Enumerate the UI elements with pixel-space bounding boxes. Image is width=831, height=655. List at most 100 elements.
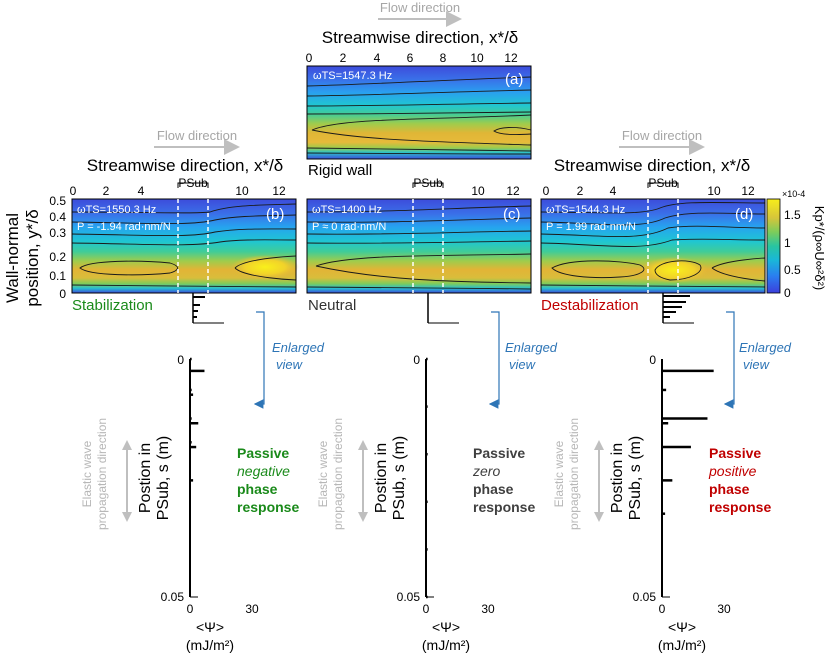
x-tick: 4 bbox=[374, 51, 381, 65]
omega-label-a: ωTS=1547.3 Hz bbox=[313, 70, 392, 82]
streamwise-axis-title-d: Streamwise direction, x*/δ bbox=[554, 156, 751, 175]
panel-b: 0 2 4 10 12 PSub ωTS=1550.3 Hz P = -1.94… bbox=[70, 176, 299, 324]
rigid-wall-caption: Rigid wall bbox=[308, 162, 372, 179]
mini-bars-c bbox=[427, 293, 459, 324]
y-tick-top: 0 bbox=[413, 353, 420, 367]
contour-lines-b bbox=[71, 203, 297, 288]
y-tick: 0.1 bbox=[49, 269, 66, 283]
colorbar: ×10-4 1.5 1 0.5 0 Kp*/(ρ∞U∞²δ²) bbox=[766, 189, 827, 300]
x-tick: 12 bbox=[272, 184, 286, 198]
panel-c: 10 12 PSub ωTS=1400 Hz P ≈ 0 rad·nm/N (c… bbox=[306, 176, 532, 324]
phase-response-label: Passive positive phase response bbox=[708, 445, 771, 515]
omega-label-d: ωTS=1544.3 Hz bbox=[546, 204, 625, 216]
streamwise-axis-title-b: Streamwise direction, x*/δ bbox=[87, 156, 284, 175]
stabilization-caption: Stabilization bbox=[72, 297, 153, 314]
elastic-wave-label: Elastic wave propagation direction bbox=[80, 418, 132, 530]
panel-letter-c: (c) bbox=[503, 206, 521, 223]
x-tick: 30 bbox=[481, 602, 495, 616]
x-tick: 6 bbox=[407, 51, 414, 65]
y-tick: 0 bbox=[59, 287, 66, 301]
x-axis-unit: (mJ/m²) bbox=[186, 637, 234, 653]
response-line4: response bbox=[709, 499, 771, 515]
response-line2: zero bbox=[472, 463, 500, 479]
colorbar-gradient bbox=[766, 198, 781, 294]
x-tick: 12 bbox=[741, 184, 755, 198]
x-axis-unit: (mJ/m²) bbox=[422, 637, 470, 653]
psub-position-label: Postion in PSub, s (m) bbox=[373, 436, 408, 520]
y-tick-bottom: 0.05 bbox=[397, 590, 421, 604]
x-tick: 0 bbox=[70, 184, 77, 198]
x-tick: 10 bbox=[471, 184, 485, 198]
colorbar-tick: 1 bbox=[784, 236, 791, 250]
x-tick: 0 bbox=[659, 602, 666, 616]
y-tick-top: 0 bbox=[177, 353, 184, 367]
x-ticks-a: 0 2 4 6 8 10 12 bbox=[306, 51, 518, 65]
response-line2: negative bbox=[237, 463, 290, 479]
bottom-charts: 00.050 30<Ψ>(mJ/m²)00.050 30<Ψ>(mJ/m²)00.0… bbox=[161, 353, 731, 653]
wall-normal-title-line1: Wall-normal bbox=[3, 213, 22, 303]
panel-d: 0 2 4 10 12 PSub ωTS=1544.3 Hz P = 1.99 … bbox=[540, 176, 766, 324]
x-tick: 8 bbox=[440, 51, 447, 65]
elastic-wave-line2: propagation direction bbox=[331, 418, 345, 530]
psub-label: PSub bbox=[178, 176, 208, 190]
response-line1: Passive bbox=[473, 445, 525, 461]
psub-position-line2: PSub, s (m) bbox=[391, 436, 408, 520]
x-tick: 10 bbox=[235, 184, 249, 198]
x-ticks-d: 0 2 4 10 12 bbox=[543, 184, 755, 198]
contour-lines-a bbox=[306, 76, 532, 155]
response-line3: phase bbox=[473, 481, 514, 497]
omega-label-c: ωTS=1400 Hz bbox=[312, 204, 382, 216]
elastic-wave-label: Elastic wave propagation direction bbox=[316, 418, 368, 530]
psub-position-label: Postion in PSub, s (m) bbox=[137, 436, 172, 520]
enlarged-label-1: Enlarged bbox=[739, 340, 792, 355]
y-tick: 0.2 bbox=[49, 250, 66, 264]
response-line4: response bbox=[237, 499, 299, 515]
y-tick-bottom: 0.05 bbox=[161, 590, 185, 604]
enlarged-label-1: Enlarged bbox=[505, 340, 558, 355]
contour-lines-d bbox=[540, 202, 766, 288]
panel-a: Flow direction Streamwise direction, x*/… bbox=[306, 0, 532, 179]
x-tick: 0 bbox=[543, 184, 550, 198]
x-tick: 12 bbox=[504, 51, 518, 65]
panel-letter-a: (a) bbox=[505, 71, 523, 88]
response-line3: phase bbox=[237, 481, 278, 497]
phase-response-chart: 00.050 30<Ψ>(mJ/m²) bbox=[633, 353, 731, 653]
colorbar-tick: 1.5 bbox=[784, 208, 801, 222]
psub-position-line2: PSub, s (m) bbox=[627, 436, 644, 520]
arrow-down-icon bbox=[358, 512, 368, 522]
phase-label-c: P ≈ 0 rad·nm/N bbox=[312, 221, 386, 233]
y-tick-bottom: 0.05 bbox=[633, 590, 657, 604]
streamwise-axis-title: Streamwise direction, x*/δ bbox=[322, 28, 519, 47]
phase-response-label: Passive negative phase response bbox=[237, 445, 299, 515]
x-axis-title: <Ψ> bbox=[432, 619, 460, 635]
psub-position-label: Postion in PSub, s (m) bbox=[609, 436, 644, 520]
psub-position-line1: Postion in bbox=[609, 443, 626, 513]
wall-normal-axis-title: Wall-normal position, y*/δ bbox=[3, 209, 42, 306]
x-tick: 10 bbox=[707, 184, 721, 198]
phase-label-b: P = -1.94 rad·nm/N bbox=[77, 221, 171, 233]
x-tick: 4 bbox=[138, 184, 145, 198]
x-tick: 0 bbox=[306, 51, 313, 65]
neutral-caption: Neutral bbox=[308, 297, 356, 314]
colorbar-exponent: ×10-4 bbox=[782, 189, 805, 199]
elastic-wave-label: Elastic wave propagation direction bbox=[552, 418, 604, 530]
psub-position-line1: Postion in bbox=[373, 443, 390, 513]
y-tick: 0.3 bbox=[49, 226, 66, 240]
y-tick: 0.4 bbox=[49, 210, 66, 224]
elastic-wave-line2: propagation direction bbox=[567, 418, 581, 530]
x-axis-title: <Ψ> bbox=[668, 619, 696, 635]
x-axis-title: <Ψ> bbox=[196, 619, 224, 635]
arrow-up-icon bbox=[594, 440, 604, 450]
enlarged-label-2: view bbox=[509, 357, 537, 372]
phase-response-label: Passive zero phase response bbox=[472, 445, 535, 515]
psub-label: PSub bbox=[413, 176, 443, 190]
colorbar-tick: 0.5 bbox=[784, 263, 801, 277]
mini-bars-b bbox=[192, 293, 224, 324]
x-tick: 2 bbox=[103, 184, 110, 198]
response-line1: Passive bbox=[709, 445, 761, 461]
mini-bars-d bbox=[662, 293, 694, 324]
response-line3: phase bbox=[709, 481, 750, 497]
x-tick: 4 bbox=[610, 184, 617, 198]
panel-letter-b: (b) bbox=[266, 206, 284, 223]
x-tick: 10 bbox=[470, 51, 484, 65]
